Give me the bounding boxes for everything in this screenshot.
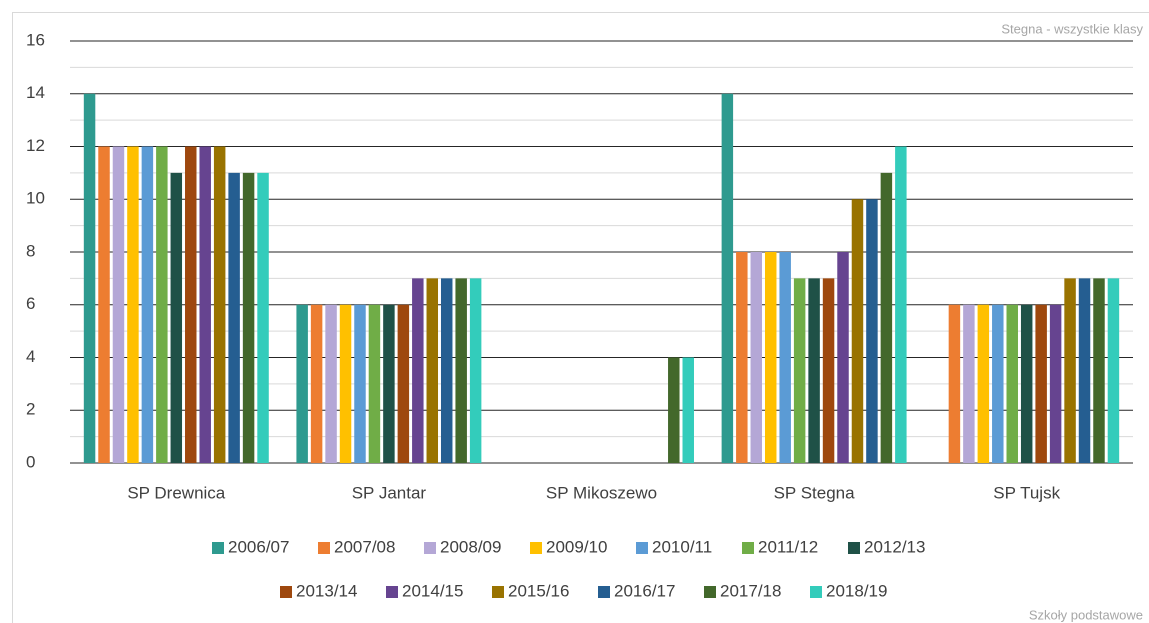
bar bbox=[837, 252, 849, 463]
bar bbox=[963, 304, 975, 463]
y-tick-label: 12 bbox=[26, 136, 45, 155]
bar bbox=[257, 172, 269, 463]
bar bbox=[764, 252, 777, 463]
bar bbox=[440, 278, 453, 463]
bar bbox=[1078, 278, 1091, 463]
legend-swatch bbox=[492, 586, 504, 598]
legend-swatch bbox=[212, 542, 224, 554]
x-tick-label: SP Mikoszewo bbox=[546, 483, 657, 502]
legend-swatch bbox=[318, 542, 330, 554]
legend-label: 2016/17 bbox=[614, 581, 675, 600]
legend-label: 2012/13 bbox=[864, 537, 925, 556]
bar bbox=[455, 278, 467, 463]
legend-swatch bbox=[280, 586, 292, 598]
bar bbox=[383, 304, 395, 463]
bar bbox=[1020, 304, 1033, 463]
legend-swatch bbox=[636, 542, 648, 554]
bar bbox=[368, 304, 381, 463]
bar bbox=[808, 278, 820, 463]
bar bbox=[354, 304, 366, 463]
bar bbox=[992, 304, 1004, 463]
legend-swatch bbox=[810, 586, 822, 598]
legend-swatch bbox=[386, 586, 398, 598]
bar bbox=[668, 357, 680, 463]
bar bbox=[185, 146, 197, 463]
bar bbox=[296, 304, 308, 463]
bar bbox=[397, 304, 410, 463]
x-tick-label: SP Stegna bbox=[774, 483, 856, 502]
bar bbox=[112, 146, 125, 463]
chart-frame bbox=[12, 12, 1149, 623]
bar bbox=[750, 252, 763, 463]
bar bbox=[127, 146, 139, 463]
legend-label: 2010/11 bbox=[652, 537, 712, 556]
bar bbox=[469, 278, 482, 463]
bar bbox=[822, 278, 835, 463]
bar bbox=[880, 172, 893, 463]
legend-label: 2007/08 bbox=[334, 537, 395, 556]
x-tick-label: SP Tujsk bbox=[993, 483, 1060, 502]
bar bbox=[242, 172, 255, 463]
bar bbox=[170, 172, 183, 463]
bar bbox=[83, 93, 96, 463]
bar bbox=[948, 304, 961, 463]
y-tick-label: 10 bbox=[26, 189, 45, 208]
bar bbox=[721, 93, 734, 463]
bar bbox=[1107, 278, 1120, 463]
bar bbox=[682, 357, 694, 463]
y-tick-label: 2 bbox=[26, 400, 35, 419]
x-tick-label: SP Jantar bbox=[352, 483, 427, 502]
bar bbox=[895, 146, 907, 463]
legend-label: 2015/16 bbox=[508, 581, 569, 600]
bar bbox=[1006, 304, 1018, 463]
bar bbox=[141, 146, 154, 463]
y-tick-label: 4 bbox=[26, 347, 35, 366]
bar bbox=[199, 146, 211, 463]
y-tick-label: 8 bbox=[26, 241, 35, 260]
y-tick-label: 6 bbox=[26, 294, 35, 313]
bar bbox=[1064, 278, 1076, 463]
bar bbox=[228, 172, 240, 463]
bar bbox=[866, 199, 878, 463]
bar bbox=[310, 304, 323, 463]
legend-label: 2017/18 bbox=[720, 581, 781, 600]
legend-swatch bbox=[848, 542, 860, 554]
legend-swatch bbox=[424, 542, 436, 554]
bar bbox=[426, 278, 439, 463]
chart-subtitle: Szkoły podstawowe bbox=[1029, 607, 1143, 622]
y-tick-label: 0 bbox=[26, 452, 35, 471]
bar bbox=[156, 146, 168, 463]
bar bbox=[98, 146, 110, 463]
bar bbox=[1035, 304, 1047, 463]
bar bbox=[1093, 278, 1105, 463]
x-tick-label: SP Drewnica bbox=[127, 483, 225, 502]
y-tick-label: 16 bbox=[26, 30, 45, 49]
legend-label: 2013/14 bbox=[296, 581, 357, 600]
bar bbox=[412, 278, 424, 463]
legend-swatch bbox=[742, 542, 754, 554]
bar bbox=[851, 199, 864, 463]
legend-label: 2018/19 bbox=[826, 581, 887, 600]
legend-label: 2014/15 bbox=[402, 581, 463, 600]
legend-swatch bbox=[530, 542, 542, 554]
legend-label: 2009/10 bbox=[546, 537, 607, 556]
bar bbox=[736, 252, 748, 463]
bar bbox=[779, 252, 791, 463]
bar bbox=[1049, 304, 1062, 463]
bar bbox=[339, 304, 352, 463]
bar bbox=[213, 146, 226, 463]
chart-title: Stegna - wszystkie klasy bbox=[1001, 21, 1143, 36]
bar bbox=[325, 304, 337, 463]
legend-label: 2008/09 bbox=[440, 537, 501, 556]
legend-swatch bbox=[598, 586, 610, 598]
legend-label: 2011/12 bbox=[758, 537, 818, 556]
bar bbox=[793, 278, 806, 463]
bar bbox=[977, 304, 990, 463]
legend-swatch bbox=[704, 586, 716, 598]
legend-label: 2006/07 bbox=[228, 537, 289, 556]
y-tick-label: 14 bbox=[26, 83, 45, 102]
